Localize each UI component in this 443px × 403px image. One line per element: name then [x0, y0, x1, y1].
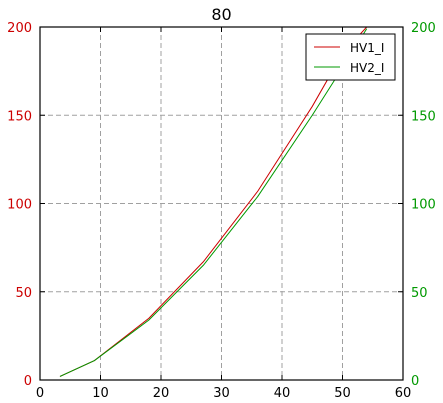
- x-tick-label: 0: [36, 386, 44, 401]
- y-tick-label-right: 100: [411, 198, 436, 213]
- x-tick-label: 20: [153, 386, 170, 401]
- x-tick-label: 60: [395, 386, 412, 401]
- legend-label-hv2: HV2_I: [350, 61, 384, 75]
- y-tick-label-left: 100: [7, 198, 32, 213]
- legend-label-hv1: HV1_I: [350, 41, 384, 55]
- grid: [40, 27, 403, 380]
- y-tick-label-right: 50: [411, 286, 428, 301]
- chart-title: 80: [211, 5, 231, 24]
- y-tick-label-left: 50: [15, 286, 32, 301]
- x-tick-label: 10: [92, 386, 109, 401]
- y-tick-label-right: 150: [411, 109, 436, 124]
- x-tick-label: 30: [213, 386, 230, 401]
- y-tick-label-right: 0: [411, 374, 419, 389]
- legend-box: [305, 33, 396, 81]
- y-tick-label-left: 200: [7, 21, 32, 36]
- series-line-hv2-i: [59, 28, 368, 377]
- x-tick-label: 50: [334, 386, 351, 401]
- y-tick-label-left: 0: [24, 374, 32, 389]
- x-tick-label: 40: [274, 386, 291, 401]
- legend: HV1_I HV2_I: [305, 33, 396, 81]
- y-tick-label-right: 200: [411, 21, 436, 36]
- y-tick-label-left: 150: [7, 109, 32, 124]
